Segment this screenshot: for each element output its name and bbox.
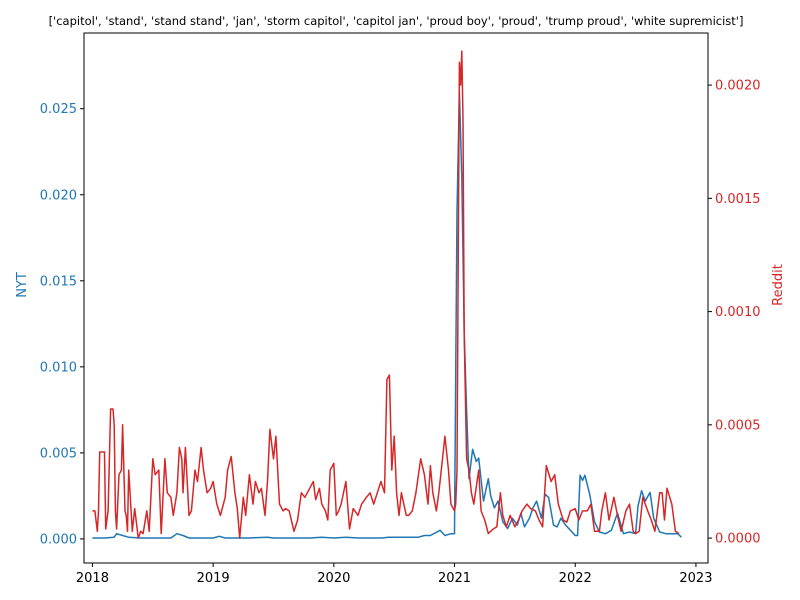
x-tick-label: 2020 xyxy=(317,571,350,586)
left-axis-label: NYT xyxy=(15,272,30,298)
right-y-tick-label: 0.0000 xyxy=(715,532,761,547)
left-y-axis: 0.000 0.005 0.010 0.015 0.020 0.025 xyxy=(40,102,84,547)
left-y-tick-label: 0.000 xyxy=(40,532,77,547)
plot-area xyxy=(92,50,682,539)
x-tick-label: 2021 xyxy=(438,571,471,586)
reddit-series xyxy=(92,50,680,539)
right-y-axis: 0.0000 0.0005 0.0010 0.0015 0.0020 xyxy=(708,79,761,547)
right-y-tick-label: 0.0005 xyxy=(715,418,761,433)
nyt-series xyxy=(92,90,682,539)
left-y-tick-label: 0.025 xyxy=(40,102,77,117)
right-y-tick-label: 0.0020 xyxy=(715,79,761,94)
x-tick-label: 2023 xyxy=(679,571,712,586)
left-y-tick-label: 0.015 xyxy=(40,274,77,289)
left-y-tick-label: 0.005 xyxy=(40,446,77,461)
reddit-line xyxy=(92,50,680,539)
x-tick-label: 2019 xyxy=(197,571,230,586)
left-y-tick-label: 0.020 xyxy=(40,188,77,203)
left-y-tick-label: 0.010 xyxy=(40,360,77,375)
right-y-tick-label: 0.0015 xyxy=(715,192,761,207)
x-tick-label: 2018 xyxy=(76,571,109,586)
axes-frame xyxy=(83,32,709,564)
x-tick-label: 2022 xyxy=(559,571,592,586)
chart-title: ['capitol', 'stand', 'stand stand', 'jan… xyxy=(49,14,744,28)
right-y-tick-label: 0.0010 xyxy=(715,305,761,320)
x-axis: 2018 2019 2020 2021 2022 2023 xyxy=(76,563,712,586)
right-axis-label: Reddit xyxy=(771,264,786,306)
nyt-line xyxy=(92,90,682,539)
